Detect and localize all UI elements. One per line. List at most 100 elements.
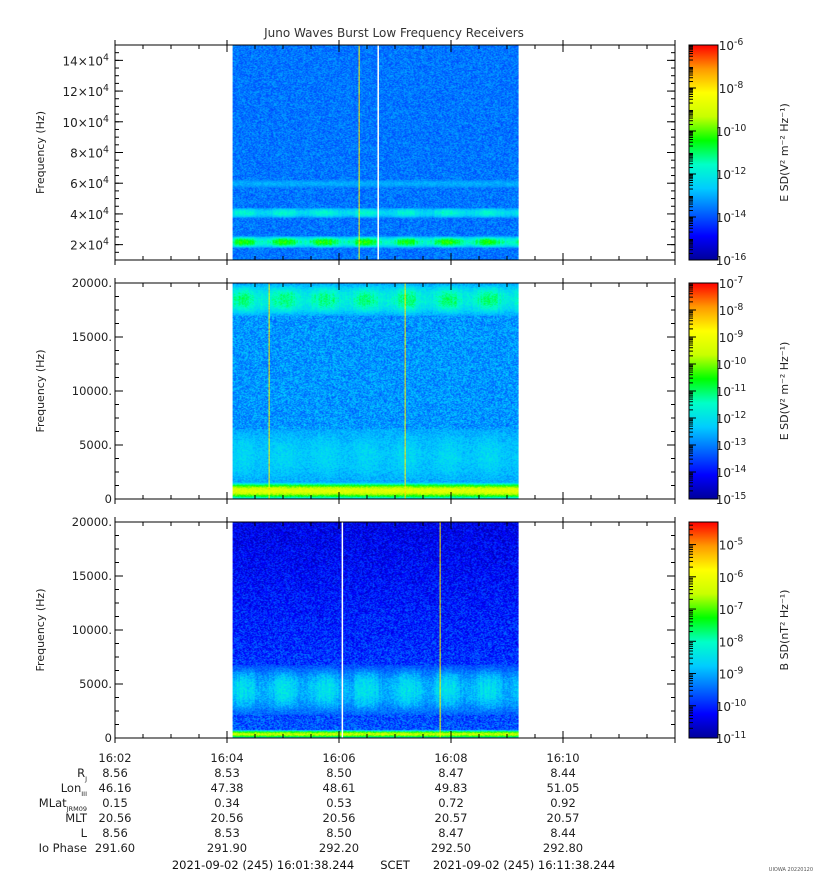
colorbar-label: B SD(nT² Hz⁻¹) xyxy=(778,590,791,671)
ephemeris-row-label: MLatJRM09 xyxy=(39,796,87,813)
footer-start-time: 2021-09-02 (245) 16:01:38.244 xyxy=(172,858,354,872)
ephemeris-value: 51.05 xyxy=(547,781,580,795)
y-axis-label: Frequency (Hz) xyxy=(34,589,47,672)
ephemeris-value: 8.53 xyxy=(214,766,240,780)
ephemeris-row-label: L xyxy=(81,826,88,840)
footer-end-time: 2021-09-02 (245) 16:11:38.244 xyxy=(433,858,615,872)
colorbar-tick-label: 10-10 xyxy=(716,698,747,714)
colorbar xyxy=(688,44,719,261)
colorbar-tick-label: 10-14 xyxy=(716,209,747,225)
y-tick-label: 12×104 xyxy=(62,83,109,99)
ephemeris-value: 0.34 xyxy=(214,796,240,810)
y-tick-label: 10000. xyxy=(72,384,112,398)
spectrogram-image xyxy=(232,283,519,499)
spectrogram-panel-1: 2×104 4×104 6×104 8×104 10×104 12×104 14×104 Fr… xyxy=(34,37,791,268)
y-tick-label: 20000. xyxy=(72,515,112,529)
y-tick-label: 5000. xyxy=(79,677,112,691)
ephemeris-value: 48.61 xyxy=(323,781,356,795)
ephemeris-value: 46.16 xyxy=(99,781,132,795)
colorbar-tick-label: 10-14 xyxy=(716,464,747,480)
x-tick-label: 16:06 xyxy=(322,751,355,765)
ephemeris-row-label: MLT xyxy=(65,811,88,825)
ephemeris-value: 292.80 xyxy=(543,841,583,855)
y-tick-label: 15000. xyxy=(72,330,112,344)
ephemeris-value: 49.83 xyxy=(435,781,468,795)
colorbar-tick-label: 10-11 xyxy=(716,383,747,399)
ephemeris-value: 20.56 xyxy=(99,811,132,825)
spectrogram-panel-2: 0 5000. 10000. 15000. 20000. Frequency (Hz) 10… xyxy=(34,275,791,507)
x-tick-label: 16:04 xyxy=(210,751,243,765)
y-tick-label: 10×104 xyxy=(62,114,109,130)
ephemeris-value: 8.47 xyxy=(438,766,464,780)
colorbar-tick-label: 10-6 xyxy=(719,37,744,53)
ephemeris-value: 8.53 xyxy=(214,826,240,840)
ephemeris-value: 20.56 xyxy=(323,811,356,825)
colorbar-tick-label: 10-9 xyxy=(719,329,744,345)
ephemeris-value: 292.20 xyxy=(319,841,359,855)
ephemeris-value: 0.72 xyxy=(438,796,464,810)
footer-scet-label: SCET xyxy=(380,858,411,872)
watermark: UIOWA 20220120 xyxy=(769,867,813,873)
colorbar-tick-label: 10-13 xyxy=(716,437,747,453)
ephemeris-value: 8.50 xyxy=(326,766,352,780)
y-tick-label: 15000. xyxy=(72,569,112,583)
x-tick-label: 16:02 xyxy=(98,751,131,765)
x-tick-label: 16:10 xyxy=(546,751,579,765)
ephemeris-row-label: Io Phase xyxy=(39,841,87,855)
ephemeris-value: 8.56 xyxy=(102,766,128,780)
ephemeris-value: 8.50 xyxy=(326,826,352,840)
ephemeris-value: 47.38 xyxy=(211,781,244,795)
spectrogram-image xyxy=(232,522,519,738)
y-tick-label: 4×104 xyxy=(70,206,109,222)
ephemeris-value: 0.15 xyxy=(102,796,128,810)
y-tick-label: 0 xyxy=(105,731,112,745)
colorbar-tick-label: 10-6 xyxy=(719,569,744,585)
colorbar-tick-label: 10-8 xyxy=(719,302,744,318)
ephemeris-value: 20.57 xyxy=(435,811,468,825)
colorbar xyxy=(688,521,719,739)
ephemeris-value: 0.53 xyxy=(326,796,352,810)
spectrogram-panel-3: 0 5000. 10000. 15000. 20000. Frequency (Hz) 10… xyxy=(34,515,791,746)
colorbar-tick-label: 10-9 xyxy=(719,666,744,682)
x-tick-label: 16:08 xyxy=(434,751,467,765)
colorbar-tick-label: 10-15 xyxy=(716,491,747,507)
y-axis-label: Frequency (Hz) xyxy=(34,111,47,194)
colorbar-tick-label: 10-7 xyxy=(719,601,744,617)
ephemeris-value: 8.47 xyxy=(438,826,464,840)
colorbar-label: E SD(V² m⁻² Hz⁻¹) xyxy=(778,342,791,441)
y-tick-label: 2×104 xyxy=(70,237,109,253)
colorbar-tick-label: 10-7 xyxy=(719,275,744,291)
y-axis-label: Frequency (Hz) xyxy=(34,350,47,433)
ephemeris-value: 20.56 xyxy=(211,811,244,825)
ephemeris-value: 291.90 xyxy=(207,841,247,855)
y-tick-label: 20000. xyxy=(72,276,112,290)
ephemeris-value: 0.92 xyxy=(550,796,576,810)
ephemeris-value: 292.50 xyxy=(431,841,471,855)
ephemeris-value: 20.57 xyxy=(547,811,580,825)
figure-title: Juno Waves Burst Low Frequency Receivers xyxy=(263,26,524,40)
ephemeris-value: 8.56 xyxy=(102,826,128,840)
y-tick-label: 8×104 xyxy=(70,145,109,161)
colorbar-tick-label: 10-10 xyxy=(716,123,747,139)
colorbar-tick-label: 10-16 xyxy=(716,252,747,268)
y-tick-label: 6×104 xyxy=(70,175,109,191)
colorbar-tick-label: 10-5 xyxy=(719,537,744,553)
colorbar-tick-label: 10-10 xyxy=(716,356,747,372)
colorbar-label: E SD(V² m⁻² Hz⁻¹) xyxy=(778,103,791,202)
ephemeris-table: 16:02 16:04 16:06 16:08 16:10 RJ 8.56 8.53 8.50 8… xyxy=(39,751,584,855)
ephemeris-value: 291.60 xyxy=(95,841,135,855)
y-tick-label: 14×104 xyxy=(62,52,109,68)
colorbar-tick-label: 10-8 xyxy=(719,80,744,96)
y-tick-label: 0 xyxy=(105,492,112,506)
colorbar-tick-label: 10-8 xyxy=(719,633,744,649)
y-tick-label: 10000. xyxy=(72,623,112,637)
ephemeris-value: 8.44 xyxy=(550,826,576,840)
ephemeris-value: 8.44 xyxy=(550,766,576,780)
panels: 2×104 4×104 6×104 8×104 10×104 12×104 14×104 Fr… xyxy=(34,37,791,746)
colorbar-tick-label: 10-12 xyxy=(716,410,747,426)
ephemeris-row-label: RJ xyxy=(77,766,87,783)
ephemeris-row-label: LonIII xyxy=(61,781,87,798)
spectrogram-image xyxy=(232,45,519,260)
colorbar-tick-label: 10-12 xyxy=(716,166,747,182)
